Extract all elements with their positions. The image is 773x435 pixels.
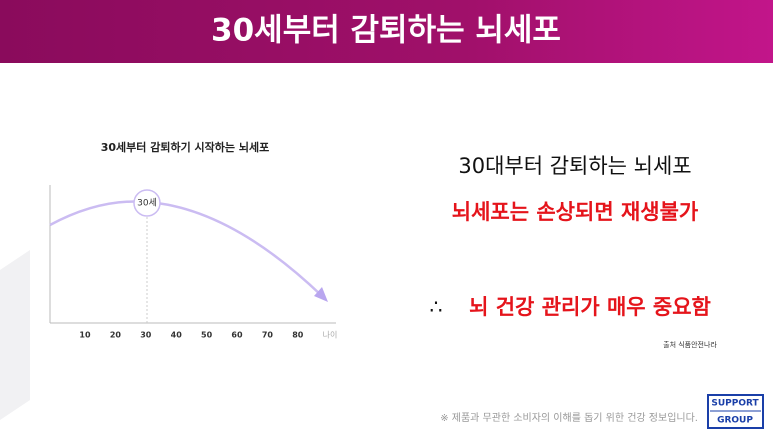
- x-tick-label: 40: [171, 331, 183, 340]
- x-label: 나이: [323, 330, 338, 340]
- chart-title: 30세부터 감퇴하기 시작하는 뇌세포: [101, 140, 269, 154]
- x-tick-label: 70: [262, 331, 274, 340]
- header-band: [0, 0, 773, 63]
- therefore-symbol: ∴: [430, 295, 443, 319]
- x-tick-label: 60: [231, 331, 243, 340]
- trend-arrow: [314, 287, 328, 302]
- source: 출처 식품안전나라: [663, 340, 717, 349]
- x-tick-label: 50: [201, 331, 213, 340]
- bg-shape: [0, 250, 30, 420]
- disclaimer: ※ 제품과 무관한 소비자의 이해를 돕기 위한 건강 정보입니다.: [440, 411, 698, 424]
- x-tick-label: 10: [79, 331, 91, 340]
- x-tick-label: 30: [140, 331, 152, 340]
- x-ticks: 10 20 30 40 50 60 70 80: [79, 331, 303, 340]
- x-tick-label: 20: [110, 331, 122, 340]
- annotation: 30세: [137, 198, 157, 209]
- logo-text: SUPPORT: [711, 399, 759, 409]
- conclusion: 뇌 건강 관리가 매우 중요함: [469, 295, 711, 319]
- point-1: 30대부터 감퇴하는 뇌세포: [458, 154, 691, 178]
- x-tick-label: 80: [292, 331, 304, 340]
- marker-circle: [133, 189, 161, 217]
- header-title: 30세부터 감퇴하는 뇌세포: [211, 13, 561, 49]
- point-2: 뇌세포는 손상되면 재생불가: [452, 200, 699, 224]
- logo-text: GROUP: [717, 416, 753, 426]
